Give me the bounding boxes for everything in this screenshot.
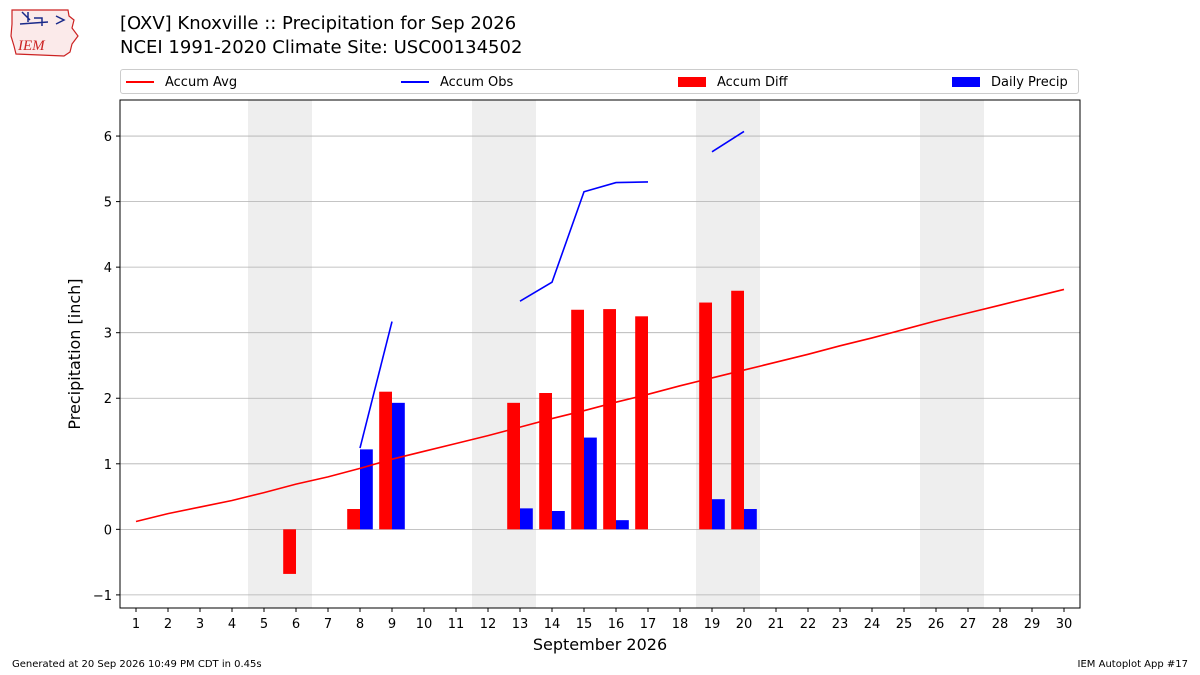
x-tick-label: 23	[832, 617, 849, 632]
chart-title: [OXV] Knoxville :: Precipitation for Sep…	[120, 13, 517, 34]
plot-frame	[119, 99, 1081, 609]
accum-diff-bar	[283, 529, 296, 574]
footer-generated: Generated at 20 Sep 2026 10:49 PM CDT in…	[12, 659, 262, 670]
x-tick-label: 21	[768, 617, 785, 632]
x-tick-label: 9	[388, 617, 396, 632]
y-tick-label: −1	[93, 589, 112, 604]
legend-label-accum-avg: Accum Avg	[165, 74, 238, 90]
accum-diff-bar	[699, 302, 712, 530]
y-tick-label: 2	[104, 392, 112, 407]
x-tick-label: 24	[864, 617, 881, 632]
x-tick-label: 6	[292, 617, 300, 632]
x-tick-label: 5	[260, 617, 268, 632]
x-tick-label: 16	[608, 617, 625, 632]
x-tick-label: 30	[1056, 617, 1073, 632]
accum-obs-line	[359, 321, 393, 449]
x-tick-label: 26	[928, 617, 945, 632]
y-tick-label: 3	[104, 327, 112, 342]
legend-label-accum-obs: Accum Obs	[440, 74, 514, 90]
y-tick-label: 5	[104, 196, 112, 211]
x-tick-label: 1	[132, 617, 140, 632]
accum-diff-bar	[603, 309, 616, 530]
x-tick-label: 14	[544, 617, 561, 632]
y-tick-label: 6	[104, 130, 112, 145]
x-tick-label: 4	[228, 617, 236, 632]
accum-avg-line	[135, 288, 1065, 523]
x-tick-label: 18	[672, 617, 689, 632]
legend-swatch-accum-diff	[678, 77, 706, 87]
legend-item-daily-precip: Daily Precip	[952, 73, 1068, 91]
x-tick-label: 20	[736, 617, 753, 632]
legend-item-accum-obs: Accum Obs	[401, 73, 513, 91]
x-tick-label: 27	[960, 617, 977, 632]
x-tick-label: 13	[512, 617, 529, 632]
x-tick-label: 7	[324, 617, 332, 632]
gridlines	[120, 135, 1080, 596]
legend-label-accum-diff: Accum Diff	[717, 74, 788, 90]
x-tick-label: 28	[992, 617, 1009, 632]
x-tick-label: 19	[704, 617, 721, 632]
legend-swatch-accum-obs	[401, 81, 429, 83]
y-tick-label: 0	[104, 523, 112, 538]
x-tick-label: 12	[480, 617, 497, 632]
x-tick-label: 3	[196, 617, 204, 632]
accum-obs-line	[711, 130, 745, 153]
logo-text: IEM	[17, 38, 46, 54]
bars	[283, 290, 757, 574]
weekend-band	[920, 100, 984, 608]
x-tick-label: 8	[356, 617, 364, 632]
daily-precip-bar	[552, 510, 565, 530]
accum-diff-bar	[507, 402, 520, 530]
x-tick-label: 29	[1024, 617, 1041, 632]
lines	[135, 130, 1065, 523]
x-tick-label: 10	[416, 617, 433, 632]
accum-diff-bar	[571, 309, 584, 530]
daily-precip-bar	[712, 499, 725, 530]
accum-obs-line	[519, 181, 649, 302]
accum-diff-bar	[731, 290, 744, 530]
daily-precip-bar	[520, 508, 533, 530]
footer-app: IEM Autoplot App #17	[1077, 659, 1188, 670]
x-tick-label: 17	[640, 617, 657, 632]
accum-diff-bar	[635, 316, 648, 530]
legend-item-accum-diff: Accum Diff	[678, 73, 788, 91]
chart-legend: Accum Avg Accum Obs Accum Diff Daily Pre…	[120, 69, 1079, 94]
accum-diff-bar	[539, 393, 552, 530]
iem-logo: IEM	[10, 9, 79, 57]
legend-label-daily-precip: Daily Precip	[991, 74, 1068, 90]
legend-item-accum-avg: Accum Avg	[126, 73, 237, 91]
x-tick-label: 15	[576, 617, 593, 632]
x-tick-label: 22	[800, 617, 817, 632]
y-tick-label: 4	[104, 261, 112, 276]
y-tick-label: 1	[104, 458, 112, 473]
legend-swatch-accum-avg	[126, 81, 154, 83]
legend-swatch-daily-precip	[952, 77, 980, 87]
daily-precip-bar	[392, 402, 405, 530]
x-axis-label: September 2026	[533, 635, 667, 654]
x-tick-label: 25	[896, 617, 913, 632]
daily-precip-bar	[360, 449, 373, 530]
daily-precip-bar	[616, 520, 629, 530]
weekend-band	[472, 100, 536, 608]
daily-precip-bar	[744, 509, 757, 530]
x-tick-label: 2	[164, 617, 172, 632]
chart-subtitle: NCEI 1991-2020 Climate Site: USC00134502	[120, 37, 523, 58]
y-axis-label: Precipitation [inch]	[65, 278, 84, 429]
accum-diff-bar	[347, 509, 360, 530]
x-tick-label: 11	[448, 617, 465, 632]
daily-precip-bar	[584, 437, 597, 530]
weekend-band	[248, 100, 312, 608]
